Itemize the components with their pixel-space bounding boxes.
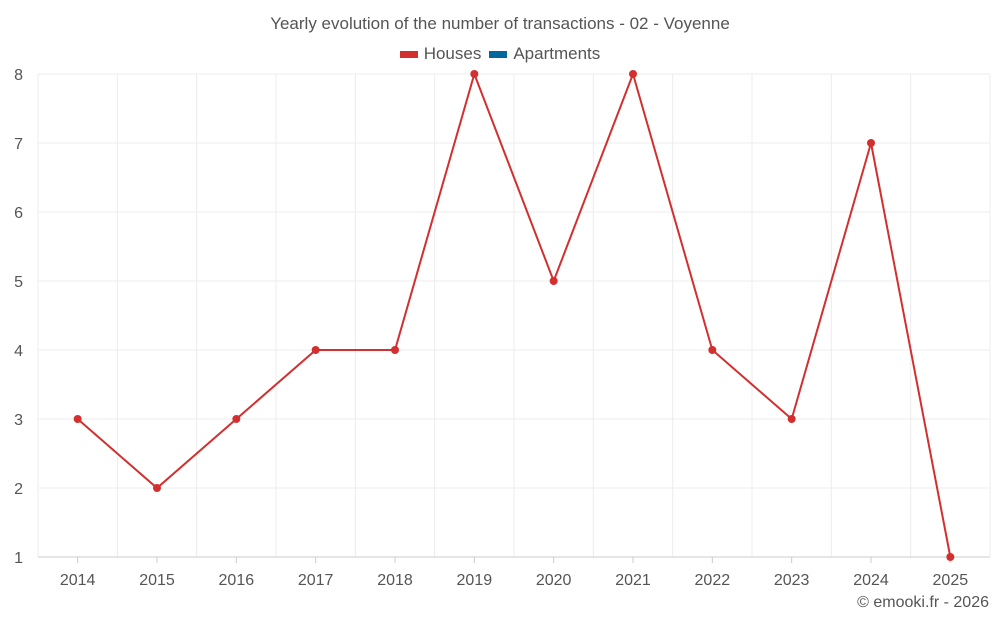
data-point-houses (391, 346, 399, 354)
x-tick-label: 2024 (853, 572, 889, 589)
y-tick-label: 1 (14, 550, 23, 567)
data-point-houses (629, 70, 637, 78)
y-tick-label: 6 (14, 205, 23, 222)
legend-swatch-apartments (489, 50, 508, 58)
data-point-houses (73, 415, 82, 423)
y-tick-label: 7 (14, 136, 23, 153)
x-tick-label: 2017 (298, 572, 334, 589)
data-point-houses (470, 70, 479, 78)
data-point-houses (232, 415, 241, 423)
y-tick-label: 4 (14, 343, 23, 360)
y-tick-label: 2 (14, 481, 23, 498)
legend: Houses Apartments (0, 44, 1000, 64)
x-tick-label: 2019 (457, 572, 493, 589)
x-tick-label: 2025 (933, 572, 969, 589)
legend-label-houses: Houses (423, 44, 482, 63)
x-tick-label: 2020 (536, 572, 572, 589)
x-tick-label: 2022 (695, 572, 731, 589)
y-tick-label: 3 (14, 412, 23, 429)
y-tick-label: 8 (14, 67, 23, 84)
data-point-houses (946, 553, 955, 561)
x-tick-label: 2014 (60, 572, 96, 589)
data-point-houses (311, 346, 320, 354)
chart-title: Yearly evolution of the number of transa… (270, 14, 730, 33)
legend-label-apartments: Apartments (513, 44, 601, 63)
x-tick-label: 2021 (615, 572, 651, 589)
data-point-houses (549, 277, 558, 285)
data-point-houses (708, 346, 717, 354)
data-point-houses (867, 139, 875, 147)
data-point-houses (787, 415, 796, 423)
legend-item-apartments[interactable]: Apartments (489, 44, 600, 64)
legend-swatch-houses (399, 50, 418, 58)
x-tick-label: 2015 (139, 572, 175, 589)
x-tick-label: 2016 (219, 572, 255, 589)
y-tick-label: 5 (14, 274, 23, 291)
copyright-text: © emooki.fr - 2026 (857, 594, 989, 611)
series-line-houses (77, 70, 952, 558)
x-tick-label: 2023 (774, 572, 810, 589)
x-tick-label: 2018 (377, 572, 413, 589)
legend-item-houses[interactable]: Houses (399, 44, 482, 64)
data-point-houses (153, 484, 161, 492)
